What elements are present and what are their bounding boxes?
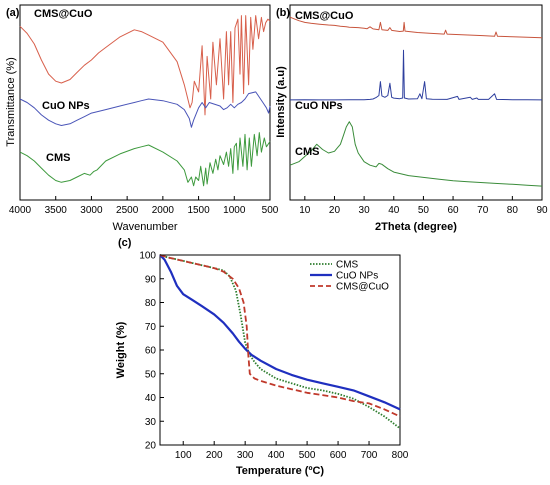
- x-tick-label: 700: [361, 450, 378, 461]
- x-tick-label: 60: [447, 205, 459, 216]
- y-tick-label: 60: [145, 346, 157, 357]
- x-tick-label: 1000: [223, 205, 246, 216]
- series-line-cuo-nps: [159, 254, 401, 411]
- x-tick-label: 100: [175, 450, 192, 461]
- legend-label-cuo-nps: CuO NPs: [336, 271, 378, 282]
- series-line-cms: [19, 132, 271, 187]
- series-label-cuo-nps: CuO NPs: [295, 100, 343, 112]
- legend-label-cms-cuo: CMS@CuO: [336, 282, 389, 293]
- x-axis-title: 2Theta (degree): [375, 221, 457, 233]
- series-layer: [289, 16, 543, 187]
- x-tick-label: 200: [206, 450, 223, 461]
- x-axis-title: Temperature (ºC): [236, 465, 324, 477]
- x-tick-label: 80: [507, 205, 519, 216]
- series-line-cms-cuo: [19, 15, 271, 116]
- x-tick-label: 40: [388, 205, 400, 216]
- panel-a-ftir: (a) 4000 3500 3000 2500 2000 1500 1000 500 Tran…: [5, 4, 279, 233]
- y-tick-label: 100: [139, 251, 156, 262]
- plot-frame: [289, 4, 543, 201]
- x-tick-label: 2500: [116, 205, 139, 216]
- x-tick-label: 500: [299, 450, 316, 461]
- y-tick-label: 50: [145, 369, 157, 380]
- x-tick-label: 70: [477, 205, 489, 216]
- x-tick-label: 1500: [187, 205, 210, 216]
- series-label-cms-cuo: CMS@CuO: [34, 8, 93, 20]
- panel-c-tga: (c) 100 200 300 400 500 600 700 800 20 30 40 50 60 7…: [115, 237, 409, 477]
- y-tick-label: 90: [145, 274, 157, 285]
- x-tick-label: 400: [268, 450, 285, 461]
- series-line-cms-cuo: [289, 16, 543, 39]
- x-tick-label: 30: [359, 205, 371, 216]
- y-tick-label: 40: [145, 393, 157, 404]
- x-tick-label: 500: [262, 205, 279, 216]
- y-tick-layer: 20 30 40 50 60 70 80 90 100: [139, 251, 164, 452]
- x-tick-layer: 10 20 30 40 50 60 70 80 90: [299, 196, 548, 216]
- x-tick-label: 300: [237, 450, 254, 461]
- y-axis-title: Weight (%): [115, 321, 127, 378]
- series-label-cms: CMS: [46, 152, 70, 164]
- y-tick-label: 30: [145, 417, 157, 428]
- x-tick-label: 4000: [9, 205, 32, 216]
- x-tick-label: 90: [536, 205, 548, 216]
- x-tick-label: 3500: [45, 205, 68, 216]
- panel-label: (b): [276, 7, 290, 19]
- y-tick-label: 70: [145, 322, 157, 333]
- y-axis-title: Transmittance (%): [5, 57, 17, 146]
- x-tick-layer: 100 200 300 400 500 600 700 800: [175, 441, 409, 461]
- series-layer: [159, 254, 401, 430]
- series-label-cuo-nps: CuO NPs: [42, 100, 90, 112]
- x-tick-label: 600: [330, 450, 347, 461]
- series-label-cms-cuo: CMS@CuO: [295, 10, 354, 22]
- legend-label-cms: CMS: [336, 260, 359, 271]
- x-tick-layer: 4000 3500 3000 2500 2000 1500 1000 500: [9, 196, 279, 216]
- x-tick-label: 10: [299, 205, 311, 216]
- x-tick-label: 3000: [80, 205, 103, 216]
- y-axis-title: Intensity (a.u): [275, 66, 287, 138]
- series-line-cuo-nps: [19, 91, 271, 128]
- panel-label: (c): [118, 237, 132, 249]
- x-tick-label: 20: [329, 205, 341, 216]
- panel-b-xrd: (b) 10 20 30 40 50 60 70 80 90 Intensity (a.u) 2…: [275, 4, 548, 233]
- x-tick-label: 2000: [152, 205, 175, 216]
- series-layer: [19, 15, 271, 187]
- series-line-cms: [159, 254, 401, 430]
- x-tick-label: 800: [392, 450, 409, 461]
- x-axis-title: Wavenumber: [112, 221, 177, 233]
- series-line-cms-cuo: [159, 254, 401, 418]
- y-tick-label: 80: [145, 298, 157, 309]
- y-tick-label: 20: [145, 441, 157, 452]
- series-label-cms: CMS: [295, 146, 319, 158]
- panel-label: (a): [6, 7, 20, 19]
- plot-frame: [19, 4, 271, 201]
- series-line-cuo-nps: [289, 49, 543, 101]
- series-line-cms: [289, 121, 543, 187]
- x-tick-label: 50: [418, 205, 430, 216]
